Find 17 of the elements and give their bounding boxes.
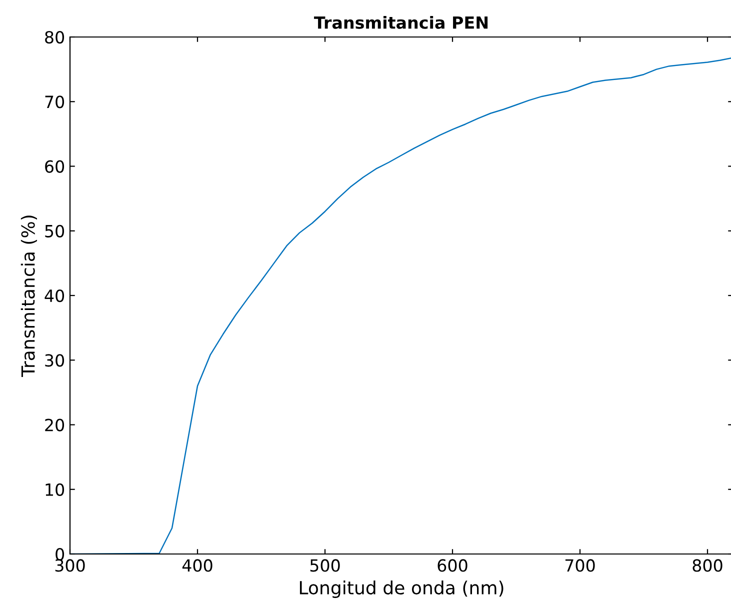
y-tick-label: 50 <box>45 224 64 238</box>
x-tick-label: 600 <box>438 559 468 572</box>
y-tick-label: 40 <box>44 289 64 302</box>
x-tick-label: 500 <box>310 559 340 572</box>
y-tick-label: 20 <box>45 418 64 432</box>
x-tick-label: 800 <box>692 559 722 572</box>
chart-title: Transmitancia PEN <box>314 16 488 29</box>
y-axis-title: Transmitancia (%) <box>20 216 37 377</box>
y-tick-label: 70 <box>45 96 64 108</box>
y-tick-label: 30 <box>45 354 64 367</box>
x-axis-title: Longitud de onda (nm) <box>300 580 504 598</box>
y-tick-label: 10 <box>46 483 64 496</box>
x-tick-label: 400 <box>182 559 212 572</box>
x-tick-label: 700 <box>565 559 595 572</box>
y-tick-label: 60 <box>45 160 64 173</box>
x-tick-label: 300 <box>55 559 85 572</box>
y-tick-label: 80 <box>45 30 64 44</box>
